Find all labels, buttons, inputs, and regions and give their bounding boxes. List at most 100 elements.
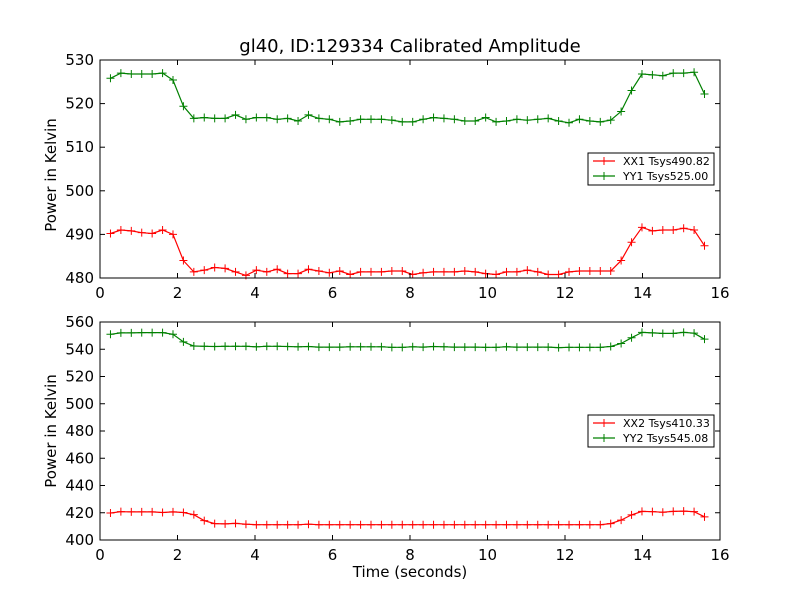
top-y-axis-label: Power in Kelvin — [42, 118, 60, 232]
bottom-series-0-point — [200, 516, 209, 525]
top-series-0-point — [168, 230, 177, 239]
top-series-0-point — [252, 266, 261, 275]
top-series-0-point — [700, 241, 709, 250]
top-series-0-point — [606, 267, 615, 276]
bottom-series-0-point — [335, 520, 344, 529]
top-series-1-point — [387, 116, 396, 125]
top-x-tick-label: 6 — [328, 284, 338, 302]
bottom-series-0-point — [533, 520, 542, 529]
top-series-1-point — [335, 117, 344, 126]
bottom-x-tick-label: 10 — [478, 546, 497, 564]
bottom-series-1-point — [637, 328, 646, 337]
bottom-legend-box — [587, 414, 715, 448]
top-legend-marker-1 — [600, 172, 608, 180]
bottom-y-tick-label: 460 — [65, 449, 94, 467]
top-series-1-point — [294, 117, 303, 126]
bottom-series-0-point — [492, 520, 501, 529]
top-x-tick-label: 10 — [478, 284, 497, 302]
top-series-0-point — [210, 263, 219, 272]
top-series-0-point — [575, 267, 584, 276]
top-series-1-point — [637, 69, 646, 78]
top-series-0-point — [596, 267, 605, 276]
bottom-series-1-point — [669, 329, 678, 338]
top-series-1-point — [439, 114, 448, 123]
top-series-1-point — [304, 110, 313, 119]
bottom-series-0-point — [471, 520, 480, 529]
bottom-series-0-point — [387, 520, 396, 529]
top-series-1-point — [606, 116, 615, 125]
bottom-series-0-point — [565, 520, 574, 529]
top-series-1-point — [450, 115, 459, 124]
top-legend-marker-0 — [600, 157, 608, 165]
bottom-series-1-point — [492, 343, 501, 352]
top-series-1-point — [200, 113, 209, 122]
bottom-y-tick-label: 420 — [65, 504, 94, 522]
bottom-series-1-point — [252, 342, 261, 351]
top-series-1-point — [137, 69, 146, 78]
bottom-series-0-point — [544, 520, 553, 529]
top-series-0-point — [148, 229, 157, 238]
bottom-series-0-point — [585, 520, 594, 529]
bottom-series-1-point — [648, 328, 657, 337]
bottom-series-0-point — [617, 516, 626, 525]
bottom-series-0-point — [658, 508, 667, 517]
bottom-series-1-point — [231, 342, 240, 351]
top-series-0-point — [669, 226, 678, 235]
top-y-tick-label: 530 — [65, 51, 94, 69]
bottom-series-0-point — [189, 510, 198, 519]
top-series-0-point — [335, 267, 344, 276]
bottom-series-0-point — [262, 520, 271, 529]
top-series-0-line — [110, 226, 706, 277]
top-series-0-point — [439, 267, 448, 276]
bottom-series-0-point — [606, 519, 615, 528]
bottom-series-0-point — [221, 519, 230, 528]
top-x-tick-label: 14 — [633, 284, 652, 302]
bottom-series-1-point — [387, 343, 396, 352]
bottom-y-tick-label: 400 — [65, 531, 94, 549]
top-series-1-point — [585, 117, 594, 126]
top-series-1-point — [627, 86, 636, 95]
top-series-0-point — [231, 267, 240, 276]
bottom-x-tick-label: 16 — [710, 546, 729, 564]
top-series-0-point — [398, 267, 407, 276]
top-series-0-point — [523, 266, 532, 275]
top-series-0-point — [116, 226, 125, 235]
bottom-x-axis-label: Time (seconds) — [352, 563, 468, 581]
top-series-1-point — [679, 69, 688, 78]
top-series-1-point — [471, 117, 480, 126]
top-series-1-point — [658, 71, 667, 80]
top-series-0-point — [544, 270, 553, 279]
top-series-1-point — [408, 117, 417, 126]
bottom-series-1-point — [523, 343, 532, 352]
top-x-tick-label: 12 — [555, 284, 574, 302]
bottom-series-1-point — [471, 343, 480, 352]
bottom-series-1-point — [179, 337, 188, 346]
top-series-1-line — [110, 71, 706, 124]
bottom-series-0-point — [512, 520, 521, 529]
bottom-legend-marker-0 — [600, 419, 608, 427]
top-series-1-point — [241, 115, 250, 124]
top-series-1-point — [346, 117, 355, 126]
top-series-0-point — [356, 267, 365, 276]
bottom-legend-marker-1 — [600, 434, 608, 442]
bottom-series-0-point — [575, 520, 584, 529]
top-series-0-point — [200, 266, 209, 275]
bottom-series-0-point — [252, 520, 261, 529]
bottom-series-1-point — [627, 333, 636, 342]
bottom-y-tick-label: 500 — [65, 395, 94, 413]
top-series-0-point — [189, 267, 198, 276]
top-x-tick-label: 0 — [95, 284, 105, 302]
bottom-series-0-point — [429, 520, 438, 529]
top-series-1-point — [273, 115, 282, 124]
top-series-1-point — [356, 115, 365, 124]
top-series-1-point — [544, 114, 553, 123]
bottom-series-1-point — [617, 339, 626, 348]
bottom-series-1-point — [679, 328, 688, 337]
bottom-x-tick-label: 8 — [405, 546, 415, 564]
bottom-y-axis-label: Power in Kelvin — [42, 374, 60, 488]
bottom-series-1-point — [690, 329, 699, 338]
top-y-tick-label: 490 — [65, 225, 94, 243]
bottom-x-tick-label: 0 — [95, 546, 105, 564]
top-series-0-point — [325, 268, 334, 277]
